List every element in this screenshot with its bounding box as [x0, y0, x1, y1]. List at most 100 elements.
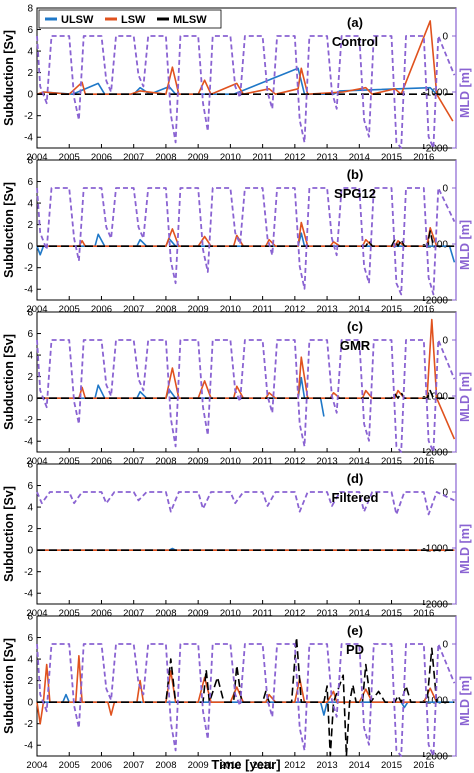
y-tick-label: 2: [27, 676, 33, 687]
y-tick-label: 6: [27, 329, 33, 340]
x-tick-label: 2010: [220, 304, 241, 315]
y-tick-label: 8: [27, 612, 33, 623]
panel-label: (c): [347, 319, 363, 334]
y-tick-label: -4: [24, 589, 33, 600]
x-tick-label: 2004: [26, 608, 47, 619]
x-tick-label: 2016: [413, 760, 434, 771]
x-tick-label: 2013: [317, 760, 338, 771]
series-line-ulsw: [37, 693, 455, 716]
panel-title: GMR: [340, 338, 371, 353]
y-axis-label: Subduction [Sv]: [2, 638, 16, 734]
y2-tick-label: -2000: [422, 144, 448, 155]
y-tick-label: 8: [27, 156, 33, 167]
x-tick-label: 2015: [381, 760, 402, 771]
y-tick-label: 8: [27, 308, 33, 319]
series-line-mld: [36, 339, 456, 453]
series-line-ulsw: [36, 232, 456, 263]
x-tick-label: 2004: [26, 760, 47, 771]
panel-label: (a): [347, 15, 363, 30]
y2-tick-label: -1000: [422, 544, 448, 555]
panel-title: Control: [332, 34, 378, 49]
x-tick-label: 2010: [220, 152, 241, 163]
x-tick-label: 2014: [349, 608, 370, 619]
x-tick-label: 2015: [381, 608, 402, 619]
y-tick-label: 6: [27, 25, 33, 36]
y2-axis-label: MLD [m]: [458, 524, 472, 574]
x-tick-label: 2014: [349, 304, 370, 315]
series-line-lsw: [36, 654, 438, 725]
series-line-ulsw: [39, 67, 438, 95]
y-tick-label: 0: [27, 394, 33, 405]
y2-tick-label: 0: [442, 488, 448, 499]
y-tick-label: -2: [24, 719, 33, 730]
y-tick-label: 8: [27, 460, 33, 471]
y-axis-label: Subduction [Sv]: [2, 30, 16, 126]
x-tick-label: 2015: [381, 456, 402, 467]
y-tick-label: 4: [27, 503, 33, 514]
panel-label: (b): [347, 167, 364, 182]
x-tick-label: 2012: [284, 152, 305, 163]
x-tick-label: 2009: [188, 152, 209, 163]
x-tick-label: 2012: [284, 456, 305, 467]
x-tick-label: 2007: [123, 608, 144, 619]
series-line-mlsw: [37, 230, 455, 247]
x-tick-label: 2004: [26, 456, 47, 467]
x-tick-label: 2010: [220, 456, 241, 467]
series-line-lsw: [36, 20, 454, 122]
x-tick-label: 2008: [155, 760, 176, 771]
y2-tick-label: -2000: [422, 600, 448, 611]
x-tick-label: 2012: [284, 304, 305, 315]
x-tick-label: 2006: [91, 760, 112, 771]
y-tick-label: 0: [27, 546, 33, 557]
legend-box: [38, 9, 222, 29]
y-tick-label: 2: [27, 220, 33, 231]
y2-tick-label: 0: [442, 640, 448, 651]
x-tick-label: 2005: [59, 304, 80, 315]
x-tick-label: 2004: [26, 304, 47, 315]
y-tick-label: 0: [27, 90, 33, 101]
x-tick-label: 2009: [188, 304, 209, 315]
y2-tick-label: 0: [442, 336, 448, 347]
panel-title: PD: [346, 642, 364, 657]
x-tick-label: 2008: [155, 152, 176, 163]
legend-label-lsw: LSW: [121, 14, 146, 26]
x-tick-label: 2007: [123, 152, 144, 163]
y2-tick-label: 0: [442, 184, 448, 195]
y-axis-label: Subduction [Sv]: [2, 486, 16, 582]
y-tick-label: 2: [27, 372, 33, 383]
x-tick-label: 2016: [413, 608, 434, 619]
y2-tick-label: -2000: [422, 448, 448, 459]
series-line-lsw: [37, 221, 438, 247]
x-tick-label: 2008: [155, 608, 176, 619]
y-tick-label: -4: [24, 133, 33, 144]
legend: ULSW LSW MLSW: [38, 9, 222, 29]
y-axis-label: Subduction [Sv]: [2, 334, 16, 430]
y2-tick-label: -1000: [422, 392, 448, 403]
series-line-mld: [36, 35, 456, 149]
series-line-mld: [36, 643, 456, 757]
y-tick-label: 4: [27, 199, 33, 210]
x-tick-label: 2005: [59, 152, 80, 163]
y-tick-label: 2: [27, 524, 33, 535]
x-tick-label: 2014: [349, 152, 370, 163]
series-line-mlsw: [37, 636, 455, 757]
x-tick-label: 2008: [155, 456, 176, 467]
legend-label-ulsw: ULSW: [61, 14, 94, 26]
y-tick-label: 2: [27, 68, 33, 79]
y-axis-label: Subduction [Sv]: [2, 182, 16, 278]
y-tick-label: -4: [24, 285, 33, 296]
x-tick-label: 2009: [188, 456, 209, 467]
x-tick-label: 2011: [252, 304, 272, 315]
plot-frame: [36, 463, 457, 605]
x-tick-label: 2010: [220, 760, 241, 771]
x-tick-label: 2011: [252, 608, 272, 619]
y-tick-label: 6: [27, 177, 33, 188]
y-tick-label: -2: [24, 415, 33, 426]
y-tick-label: 0: [27, 242, 33, 253]
y2-axis-label: MLD [m]: [458, 220, 472, 270]
y2-tick-label: -2000: [422, 296, 448, 307]
y-tick-label: 4: [27, 351, 33, 362]
x-tick-label: 2013: [317, 456, 338, 467]
